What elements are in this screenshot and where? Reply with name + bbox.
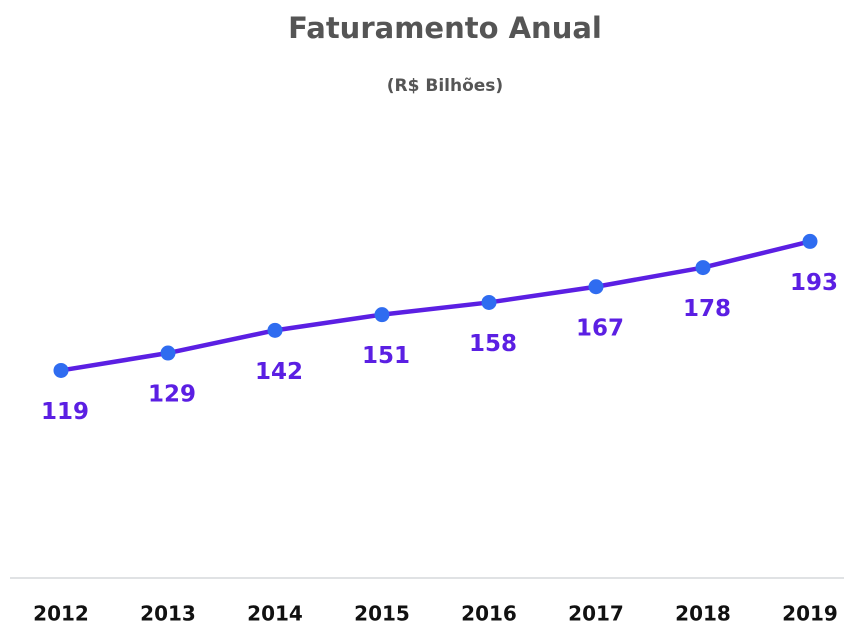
marker — [695, 260, 711, 276]
data-label: 193 — [790, 270, 838, 296]
chart-subtitle: (R$ Bilhões) — [387, 76, 503, 96]
marker — [160, 345, 176, 361]
data-label: 142 — [255, 359, 303, 385]
data-label: 167 — [576, 315, 624, 341]
x-tick-label: 2014 — [247, 602, 303, 626]
data-label: 119 — [41, 399, 89, 425]
x-tick-label: 2016 — [461, 602, 517, 626]
marker — [481, 294, 497, 310]
x-tick-label: 2018 — [675, 602, 731, 626]
x-tick-label: 2013 — [140, 602, 196, 626]
marker — [374, 307, 390, 323]
data-label: 158 — [469, 331, 517, 357]
marker — [588, 279, 604, 295]
marker — [53, 362, 69, 378]
x-tick-label: 2019 — [782, 602, 838, 626]
data-label: 129 — [148, 382, 196, 408]
data-label: 151 — [362, 343, 410, 369]
data-label: 178 — [683, 296, 731, 322]
x-tick-label: 2017 — [568, 602, 624, 626]
line — [60, 239, 811, 373]
x-tick-label: 2015 — [354, 602, 410, 626]
marker — [802, 233, 818, 249]
x-tick-label: 2012 — [33, 602, 89, 626]
chart-title: Faturamento Anual — [288, 11, 602, 45]
marker — [267, 322, 283, 338]
